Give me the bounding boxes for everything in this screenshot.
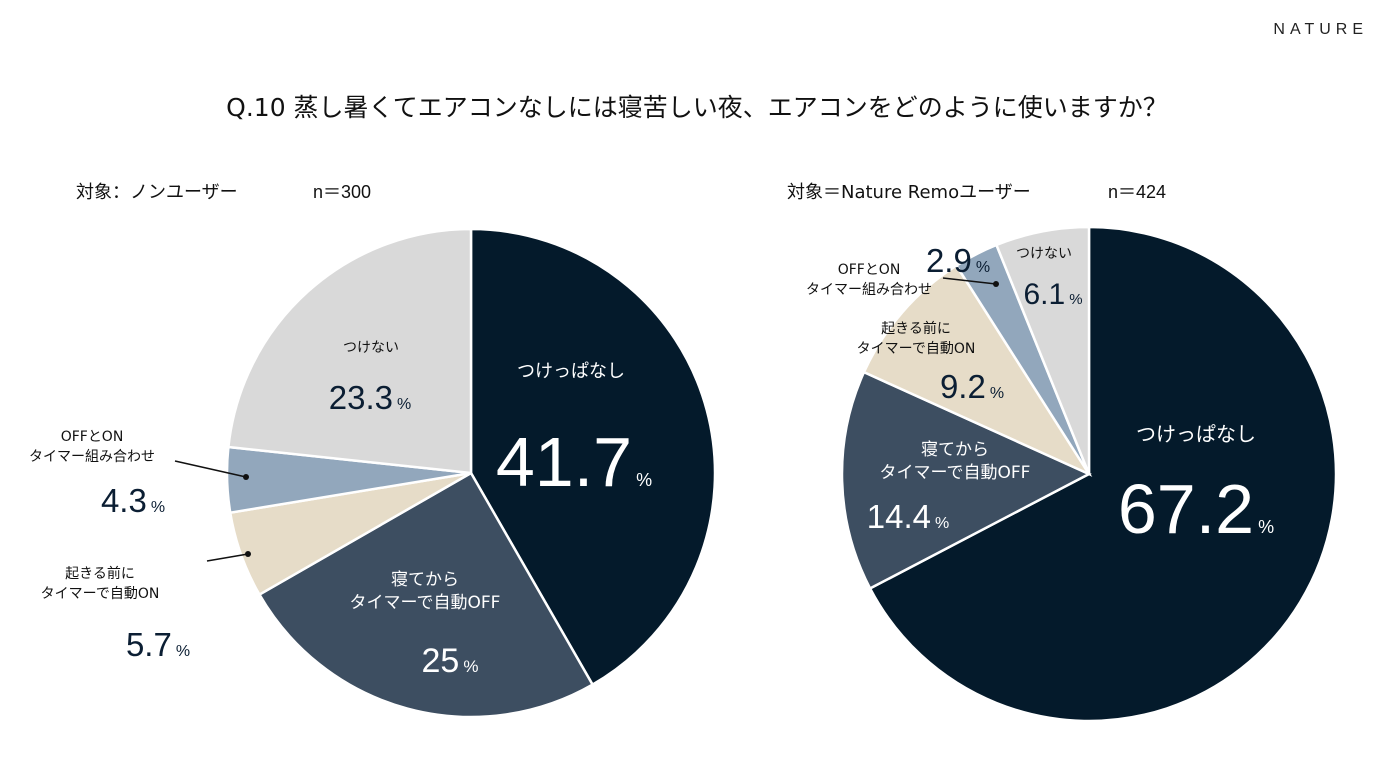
chart1-slice-3-leader — [174, 460, 247, 478]
chart1-slice-2-value: 5.7% — [126, 626, 190, 663]
chart1-n-label: n＝300 — [313, 182, 372, 202]
chart1-slice-2-leader-dot — [245, 551, 251, 557]
chart2-slice-2-value: 9.2% — [940, 368, 1004, 405]
chart2-slice-0 — [868, 225, 1338, 723]
chart2-slice-3-label: OFFとON タイマー組み合わせ — [806, 262, 932, 298]
chart1-slice-0-label: つけっぱなし — [517, 361, 625, 382]
chart1-slice-1 — [257, 471, 595, 719]
chart1-slice-2-label: 起きる前にタイマーで自動ON — [41, 565, 160, 602]
chart2-slice-2 — [862, 263, 1093, 477]
chart2-slice-3-leader — [942, 277, 997, 285]
chart2-slice-1-value: 14.4% — [867, 498, 949, 535]
chart1-slice-0-value: 41.7% — [496, 423, 652, 501]
chart2-slice-4 — [994, 225, 1091, 475]
chart2-n-label: n＝424 — [1108, 182, 1167, 202]
chart1-slice-2-leader — [206, 553, 249, 562]
chart2-slice-2-label: 起きる前にタイマーで自動ON — [857, 320, 976, 357]
brand-logo: NATURE — [1273, 21, 1368, 38]
chart2-slice-1-label: 寝てからタイマーで自動OFF — [880, 439, 1031, 483]
chart1-slice-4 — [227, 227, 473, 475]
chart2-target-label: 対象＝Nature Remoユーザー — [787, 182, 1031, 203]
chart2-slice-3-leader-dot — [993, 281, 999, 287]
chart2-slice-1 — [840, 370, 1092, 591]
chart2-slice-0-value: 67.2% — [1118, 470, 1274, 548]
chart2-slice-3-value: 2.9% — [926, 242, 990, 279]
chart2-slice-4-label: つけない — [1016, 246, 1072, 262]
chart1-slice-3-value: 4.3% — [101, 482, 165, 519]
chart1-slice-3-leader-dot — [243, 474, 249, 480]
chart-title: Q.10 蒸し暑くてエアコンなしには寝苦しい夜、エアコンをどのように使いますか？ — [226, 93, 1168, 122]
chart1-slice-1-value: 25% — [422, 642, 479, 680]
chart1-slice-4-label: つけない — [343, 340, 399, 356]
chart2-slice-4-value: 6.1% — [1023, 278, 1082, 311]
chart1-slice-3-label: OFFとON タイマー組み合わせ — [29, 429, 155, 465]
chart2-slice-0-label: つけっぱなし — [1136, 422, 1256, 446]
chart1-target-label: 対象：ノンユーザー — [76, 182, 238, 203]
chart1-slice-0 — [469, 227, 717, 687]
chart1-slice-4-value: 23.3% — [329, 379, 411, 416]
chart1-slice-1-label: 寝てからタイマーで自動OFF — [350, 569, 501, 613]
